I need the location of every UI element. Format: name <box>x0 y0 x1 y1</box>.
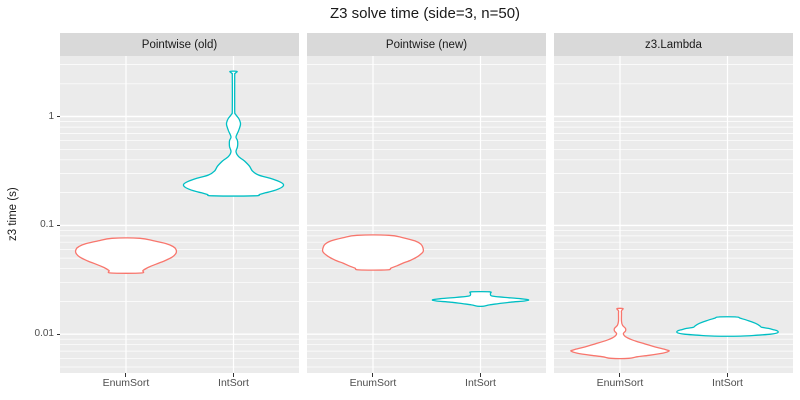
minor-gridlines <box>307 64 546 368</box>
facet-strip-label: Pointwise (new) <box>385 38 468 51</box>
violin-enumsort-z3-lambda <box>570 307 670 360</box>
x-tick-label: EnumSort <box>102 377 150 389</box>
violin-enumsort-pointwise-new- <box>321 234 425 271</box>
minor-gridlines <box>554 64 793 368</box>
facet-strip: Pointwise (new) <box>307 33 546 56</box>
facet-strip: Pointwise (old) <box>60 33 299 56</box>
x-tick-mark <box>125 373 127 377</box>
facet-strip-label: Pointwise (old) <box>141 38 218 51</box>
panel-background <box>554 56 793 373</box>
x-tick-mark <box>727 373 728 377</box>
x-tick-mark <box>233 373 234 377</box>
violin-intsort-pointwise-new- <box>431 291 530 307</box>
facet-strip: z3.Lambda <box>554 33 793 56</box>
x-tick-label: IntSort <box>712 377 743 389</box>
panel-canvas <box>554 56 793 373</box>
panel-canvas <box>307 56 546 373</box>
panel-canvas <box>60 56 299 373</box>
major-gridlines <box>60 115 299 335</box>
y-tick-label: 0.01 <box>34 328 54 340</box>
x-tick-label: EnumSort <box>349 377 397 389</box>
facet-panel <box>307 56 546 373</box>
category-gridlines <box>372 56 482 373</box>
violin-intsort-pointwise-old- <box>182 70 285 197</box>
violin-intsort-z3-lambda <box>676 316 779 337</box>
y-tick-mark <box>57 224 60 226</box>
panel-background <box>307 56 546 373</box>
y-tick-mark <box>57 333 60 335</box>
facet-panel <box>60 56 299 373</box>
facet-panel <box>554 56 793 373</box>
x-tick-label: IntSort <box>218 377 249 389</box>
x-tick-label: IntSort <box>465 377 496 389</box>
panel-background <box>60 56 299 373</box>
y-axis-title: z3 time (s) <box>7 187 19 242</box>
y-tick-label: 0.1 <box>40 219 54 231</box>
x-tick-mark <box>619 373 621 377</box>
plot-title: Z3 solve time (side=3, n=50) <box>329 5 521 22</box>
major-gridlines <box>307 115 546 335</box>
y-tick-mark <box>57 116 60 118</box>
facet-strip-label: z3.Lambda <box>645 38 702 51</box>
y-tick-label: 1 <box>48 110 54 122</box>
x-tick-label: EnumSort <box>596 377 644 389</box>
x-tick-mark <box>372 373 374 377</box>
violin-enumsort-pointwise-old- <box>74 237 178 274</box>
x-tick-mark <box>480 373 481 377</box>
